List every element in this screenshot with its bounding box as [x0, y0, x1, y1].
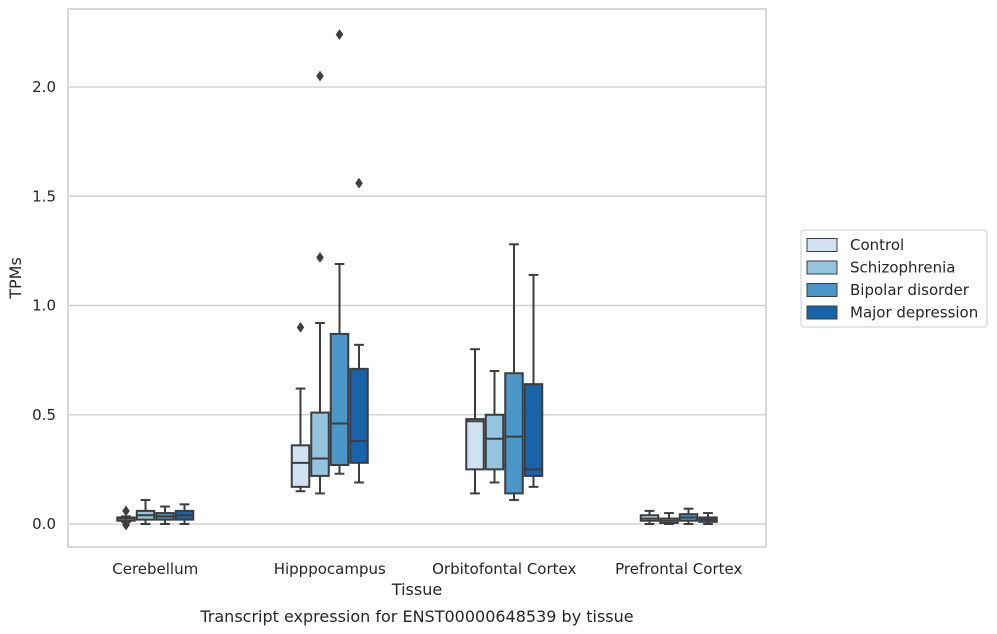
box-iqr — [504, 372, 524, 495]
outlier-point — [316, 251, 324, 263]
legend-swatch — [806, 260, 838, 275]
box-control — [465, 348, 485, 495]
y-tick-label: 2.0 — [32, 78, 56, 96]
box-major-depression — [174, 503, 195, 525]
legend-label: Control — [850, 236, 904, 254]
outlier-point — [335, 29, 344, 40]
x-axis-title: Tissue — [391, 580, 442, 599]
box-iqr — [310, 411, 330, 477]
outlier-point — [122, 505, 130, 517]
box-major-depression — [523, 273, 544, 488]
box-layer — [116, 29, 718, 531]
legend-label: Major depression — [850, 304, 978, 322]
legend-label: Bipolar disorder — [850, 281, 970, 299]
box-bipolar-disorder — [678, 507, 699, 525]
y-axis-title: TPMs — [6, 257, 25, 300]
box-iqr — [523, 383, 544, 477]
box-schizophrenia — [659, 512, 679, 525]
box-control — [290, 321, 311, 493]
outlier-point — [296, 321, 305, 333]
outlier-point — [355, 177, 363, 189]
legend-swatch — [806, 238, 838, 252]
outlier-point — [122, 519, 130, 531]
legend-item: Schizophrenia — [806, 259, 955, 277]
plot-frame — [67, 8, 767, 548]
box-iqr — [349, 367, 369, 464]
y-tick-label: 1.0 — [32, 297, 56, 315]
box-major-depression — [698, 512, 718, 525]
outlier-point — [316, 70, 324, 82]
y-tick-label: 1.5 — [32, 187, 56, 205]
box-bipolar-disorder — [504, 243, 524, 501]
legend-frame — [800, 229, 988, 328]
box-schizophrenia — [310, 70, 330, 495]
box-control — [116, 505, 136, 531]
legend-item: Bipolar disorder — [806, 281, 970, 299]
legend-swatch — [806, 305, 838, 320]
box-control — [639, 509, 660, 525]
x-tick-label: Prefrontal Cortex — [615, 560, 742, 578]
box-iqr — [290, 444, 311, 488]
box-major-depression — [349, 177, 369, 484]
x-tick-label: Orbitofontal Cortex — [432, 560, 576, 578]
box-schizophrenia — [135, 498, 156, 525]
grid-layer — [68, 86, 766, 525]
legend-item: Major depression — [806, 304, 978, 322]
box-iqr — [484, 413, 505, 471]
x-axis-ticks: Cerebellum Hipppocampus Orbitofontal Corte… — [112, 560, 742, 578]
box-bipolar-disorder — [329, 29, 350, 475]
y-tick-label: 0.0 — [32, 515, 56, 533]
legend: Control Schizophrenia Bipolar disorder Majo… — [800, 229, 988, 328]
chart-caption: Transcript expression for ENST0000064853… — [199, 607, 633, 626]
box-iqr — [329, 332, 350, 467]
y-axis-ticks: 0.0 0.5 1.0 1.5 2.0 — [32, 78, 56, 533]
box-schizophrenia — [484, 370, 505, 484]
legend-label: Schizophrenia — [850, 259, 955, 277]
box-bipolar-disorder — [155, 505, 175, 525]
x-tick-label: Cerebellum — [112, 560, 198, 578]
y-tick-label: 0.5 — [32, 406, 56, 424]
legend-item: Control — [806, 236, 904, 254]
legend-swatch — [806, 283, 838, 297]
box-iqr — [465, 418, 485, 471]
x-tick-label: Hipppocampus — [274, 560, 386, 578]
